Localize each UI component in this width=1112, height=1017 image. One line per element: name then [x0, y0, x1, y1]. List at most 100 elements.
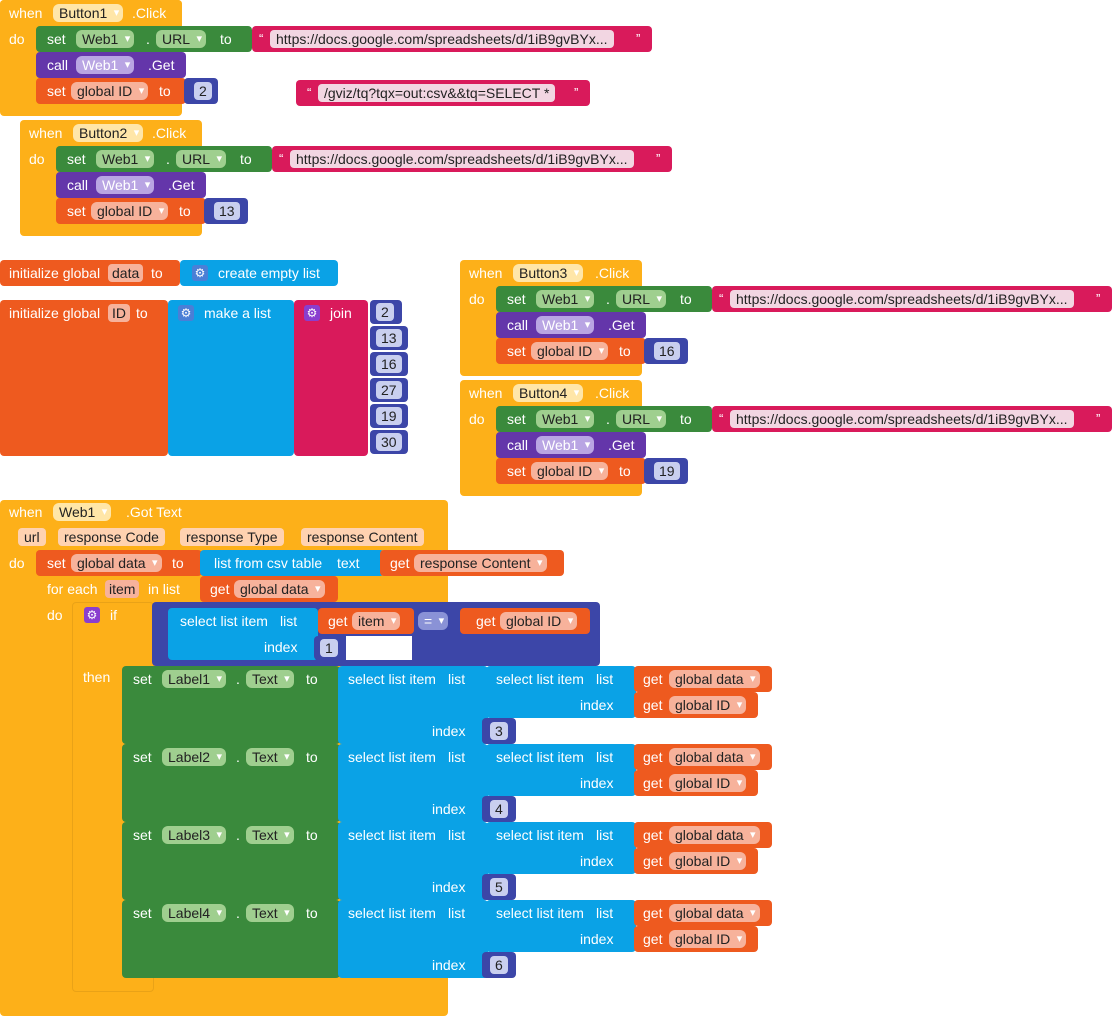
equals-dropdown[interactable]: = [418, 612, 449, 630]
set-web1-url-block[interactable] [56, 146, 272, 172]
list-from-csv-table-block[interactable] [200, 550, 384, 576]
web1-dropdown[interactable]: Web1 [536, 290, 595, 308]
web1-dropdown[interactable]: Web1 [536, 410, 595, 428]
button2-dropdown[interactable]: Button2 [73, 124, 144, 142]
gear-icon[interactable]: ⚙ [178, 305, 194, 321]
text-prop-dropdown[interactable]: Text [246, 670, 294, 688]
button3-dropdown[interactable]: Button3 [513, 264, 584, 282]
set-label-text-block[interactable] [122, 666, 340, 744]
param-response-type[interactable]: response Type [180, 528, 284, 546]
call-label: call [67, 177, 89, 193]
select-list-item-inner-block[interactable] [486, 666, 636, 718]
global-id-dropdown[interactable]: global ID [531, 462, 609, 480]
param-response-code[interactable]: response Code [58, 528, 165, 546]
select-list-item-outer-block[interactable] [338, 822, 488, 900]
select-list-item-inner-block[interactable] [486, 822, 636, 874]
url-string[interactable]: https://docs.google.com/spreadsheets/d/1… [730, 290, 1074, 308]
select-list-item-inner-block[interactable] [486, 744, 636, 796]
gear-icon[interactable]: ⚙ [192, 265, 208, 281]
param-url[interactable]: url [18, 528, 46, 546]
label3-dropdown[interactable]: Label3 [162, 826, 227, 844]
button4-dropdown[interactable]: Button4 [513, 384, 584, 402]
label1-dropdown[interactable]: Label1 [162, 670, 227, 688]
gear-icon[interactable]: ⚙ [304, 305, 320, 321]
join-item-number[interactable]: 30 [376, 433, 402, 451]
var-name-data[interactable]: data [108, 264, 144, 282]
global-id-dropdown[interactable]: global ID [91, 202, 169, 220]
web1-dropdown[interactable]: Web1 [536, 316, 595, 334]
url-string[interactable]: https://docs.google.com/spreadsheets/d/1… [270, 30, 614, 48]
query-string[interactable]: /gviz/tq?tqx=out:csv&&tq=SELECT * [318, 84, 556, 102]
label4-dropdown[interactable]: Label4 [162, 904, 227, 922]
join-item-number[interactable]: 16 [376, 355, 402, 373]
global-id-dropdown[interactable]: global ID [669, 930, 747, 948]
select-list-item-inner-block[interactable] [486, 900, 636, 952]
global-data-dropdown[interactable]: global data [669, 670, 760, 688]
web1-dropdown[interactable]: Web1 [76, 56, 135, 74]
join-item-number[interactable]: 2 [376, 303, 394, 321]
global-data-dropdown[interactable]: global data [234, 580, 325, 598]
text-prop-dropdown[interactable]: Text [246, 904, 294, 922]
set-web1-url-block[interactable] [36, 26, 252, 52]
index-number[interactable]: 3 [490, 722, 508, 740]
global-data-dropdown[interactable]: global data [669, 826, 760, 844]
number-13[interactable]: 13 [214, 202, 240, 220]
param-response-content[interactable]: response Content [301, 528, 424, 546]
select-list-item-outer-block[interactable] [338, 666, 488, 744]
join-item-number[interactable]: 13 [376, 329, 402, 347]
init-global-id-block[interactable] [0, 300, 168, 456]
response-content-dropdown[interactable]: response Content [414, 554, 547, 572]
web1-dropdown[interactable]: Web1 [536, 436, 595, 454]
global-id-dropdown[interactable]: global ID [669, 852, 747, 870]
select-list-item-label: select list item [496, 905, 584, 921]
init-global-data-block[interactable] [0, 260, 180, 286]
set-web1-url-block[interactable] [496, 406, 712, 432]
set-label-text-block[interactable] [122, 744, 340, 822]
join-block[interactable] [294, 300, 368, 456]
web1-dropdown[interactable]: Web1 [53, 503, 112, 521]
number-16[interactable]: 16 [654, 342, 680, 360]
set-label-text-block[interactable] [122, 822, 340, 900]
web1-dropdown[interactable]: Web1 [76, 30, 135, 48]
set-web1-url-block[interactable] [496, 286, 712, 312]
number-2[interactable]: 2 [194, 82, 212, 100]
global-id-dropdown[interactable]: global ID [531, 342, 609, 360]
url-string[interactable]: https://docs.google.com/spreadsheets/d/1… [730, 410, 1074, 428]
make-a-list-block[interactable] [168, 300, 294, 456]
number-19[interactable]: 19 [654, 462, 680, 480]
join-item-number[interactable]: 19 [376, 407, 402, 425]
join-item-number[interactable]: 27 [376, 381, 402, 399]
select-list-item-outer-block[interactable] [338, 744, 488, 822]
global-id-dropdown[interactable]: global ID [669, 696, 747, 714]
global-id-dropdown[interactable]: global ID [669, 774, 747, 792]
var-name-id[interactable]: ID [108, 304, 130, 322]
select-list-item-block[interactable] [168, 608, 318, 660]
url-prop-dropdown[interactable]: URL [616, 290, 667, 308]
url-prop-dropdown[interactable]: URL [176, 150, 227, 168]
get-label: get [643, 671, 663, 687]
global-data-dropdown[interactable]: global data [71, 554, 162, 572]
select-list-item-outer-block[interactable] [338, 900, 488, 978]
global-data-dropdown[interactable]: global data [669, 904, 760, 922]
global-id-dropdown[interactable]: global ID [500, 612, 578, 630]
gear-icon[interactable]: ⚙ [84, 607, 100, 623]
index-number[interactable]: 4 [490, 800, 508, 818]
url-prop-dropdown[interactable]: URL [156, 30, 207, 48]
label2-dropdown[interactable]: Label2 [162, 748, 227, 766]
button1-dropdown[interactable]: Button1 [53, 4, 124, 22]
index-number[interactable]: 6 [490, 956, 508, 974]
web1-dropdown[interactable]: Web1 [96, 150, 155, 168]
global-data-dropdown[interactable]: global data [669, 748, 760, 766]
dot-label: . [236, 749, 240, 765]
text-prop-dropdown[interactable]: Text [246, 826, 294, 844]
global-id-dropdown[interactable]: global ID [71, 82, 149, 100]
url-prop-dropdown[interactable]: URL [616, 410, 667, 428]
text-prop-dropdown[interactable]: Text [246, 748, 294, 766]
number-1[interactable]: 1 [320, 639, 338, 657]
index-number[interactable]: 5 [490, 878, 508, 896]
item-dropdown[interactable]: item [352, 612, 401, 630]
url-string[interactable]: https://docs.google.com/spreadsheets/d/1… [290, 150, 634, 168]
set-label-text-block[interactable] [122, 900, 340, 978]
web1-dropdown[interactable]: Web1 [96, 176, 155, 194]
var-name-item[interactable]: item [105, 580, 140, 598]
